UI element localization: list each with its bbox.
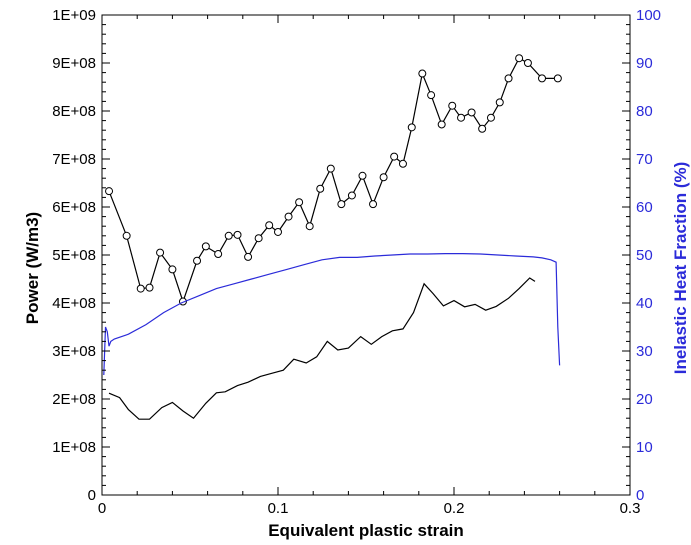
- data-point: [467, 108, 476, 117]
- y-axis-title: Power (W/m3): [23, 212, 42, 324]
- data-point: [122, 231, 131, 240]
- data-point: [486, 113, 495, 122]
- data-point: [504, 74, 513, 83]
- data-point: [523, 59, 532, 67]
- data-point: [145, 283, 154, 292]
- x-tick-label: 0.2: [444, 500, 465, 517]
- y-tick-label: 3E+08: [52, 343, 96, 360]
- data-point: [358, 171, 367, 180]
- data-point: [515, 54, 524, 63]
- y2-axis-title: Inelastic Heat Fraction (%): [671, 162, 690, 375]
- y-tick-label: 8E+08: [52, 103, 96, 120]
- y2-tick-label: 90: [636, 55, 653, 72]
- plot-area-border: [101, 14, 631, 496]
- y2-tick-label: 70: [636, 151, 653, 168]
- series-layer: [103, 54, 562, 420]
- data-point: [407, 123, 416, 132]
- data-point: [214, 250, 223, 259]
- data-point: [233, 230, 242, 239]
- data-point: [457, 113, 466, 122]
- data-point: [254, 234, 263, 243]
- data-point: [478, 124, 487, 133]
- y2-tick-label: 20: [636, 391, 653, 408]
- x-axis-title: Equivalent plastic strain: [268, 521, 464, 540]
- y-tick-label: 2E+08: [52, 391, 96, 408]
- data-point: [265, 221, 274, 230]
- data-point: [398, 159, 407, 168]
- data-point: [495, 98, 504, 107]
- y2-tick-label: 100: [636, 7, 661, 24]
- y-tick-label: 6E+08: [52, 199, 96, 216]
- y-tick-label: 0: [88, 487, 96, 504]
- x-tick-label: 0.1: [268, 500, 289, 517]
- ticks-layer: 0 0.1 0.2 0.301E+082E+083E+084E+085E+086E+0…: [52, 7, 661, 517]
- y2-tick-label: 30: [636, 343, 653, 360]
- data-point: [369, 200, 378, 209]
- data-point: [136, 284, 145, 293]
- y-tick-label: 4E+08: [52, 295, 96, 312]
- y2-tick-label: 0: [636, 487, 644, 504]
- data-point: [337, 200, 346, 209]
- y2-tick-label: 10: [636, 439, 653, 456]
- data-point: [295, 198, 304, 207]
- y-tick-label: 5E+08: [52, 247, 96, 264]
- data-point: [156, 248, 165, 257]
- data-point: [274, 227, 282, 236]
- y2-tick-label: 50: [636, 247, 653, 264]
- data-point: [326, 164, 335, 173]
- y2-tick-label: 40: [636, 295, 653, 312]
- x-tick-label: 0: [98, 500, 106, 517]
- y2-tick-label: 60: [636, 199, 653, 216]
- data-point: [553, 74, 562, 83]
- data-point: [390, 152, 399, 161]
- data-point: [427, 91, 436, 100]
- series-line-3: [103, 253, 561, 376]
- data-point: [379, 173, 388, 182]
- data-point: [244, 252, 253, 261]
- y2-tick-label: 80: [636, 103, 653, 120]
- data-point: [437, 120, 446, 129]
- y-tick-label: 1E+08: [52, 439, 96, 456]
- data-point: [418, 69, 427, 78]
- data-point: [284, 212, 293, 221]
- y-tick-label: 1E+09: [52, 7, 96, 24]
- y-tick-label: 7E+08: [52, 151, 96, 168]
- data-point: [538, 74, 546, 83]
- data-point: [201, 242, 210, 251]
- y-tick-label: 9E+08: [52, 55, 96, 72]
- data-point: [105, 187, 114, 196]
- x-tick-label: 0.3: [620, 500, 641, 517]
- data-point: [305, 222, 314, 231]
- data-point: [224, 231, 233, 240]
- data-point: [193, 256, 202, 265]
- plot-frame: [101, 14, 631, 496]
- series-line-2: [108, 277, 536, 420]
- data-point: [316, 184, 325, 193]
- data-point: [448, 101, 457, 110]
- data-point: [347, 191, 356, 200]
- data-point: [168, 265, 177, 274]
- series-line-1: [108, 57, 558, 304]
